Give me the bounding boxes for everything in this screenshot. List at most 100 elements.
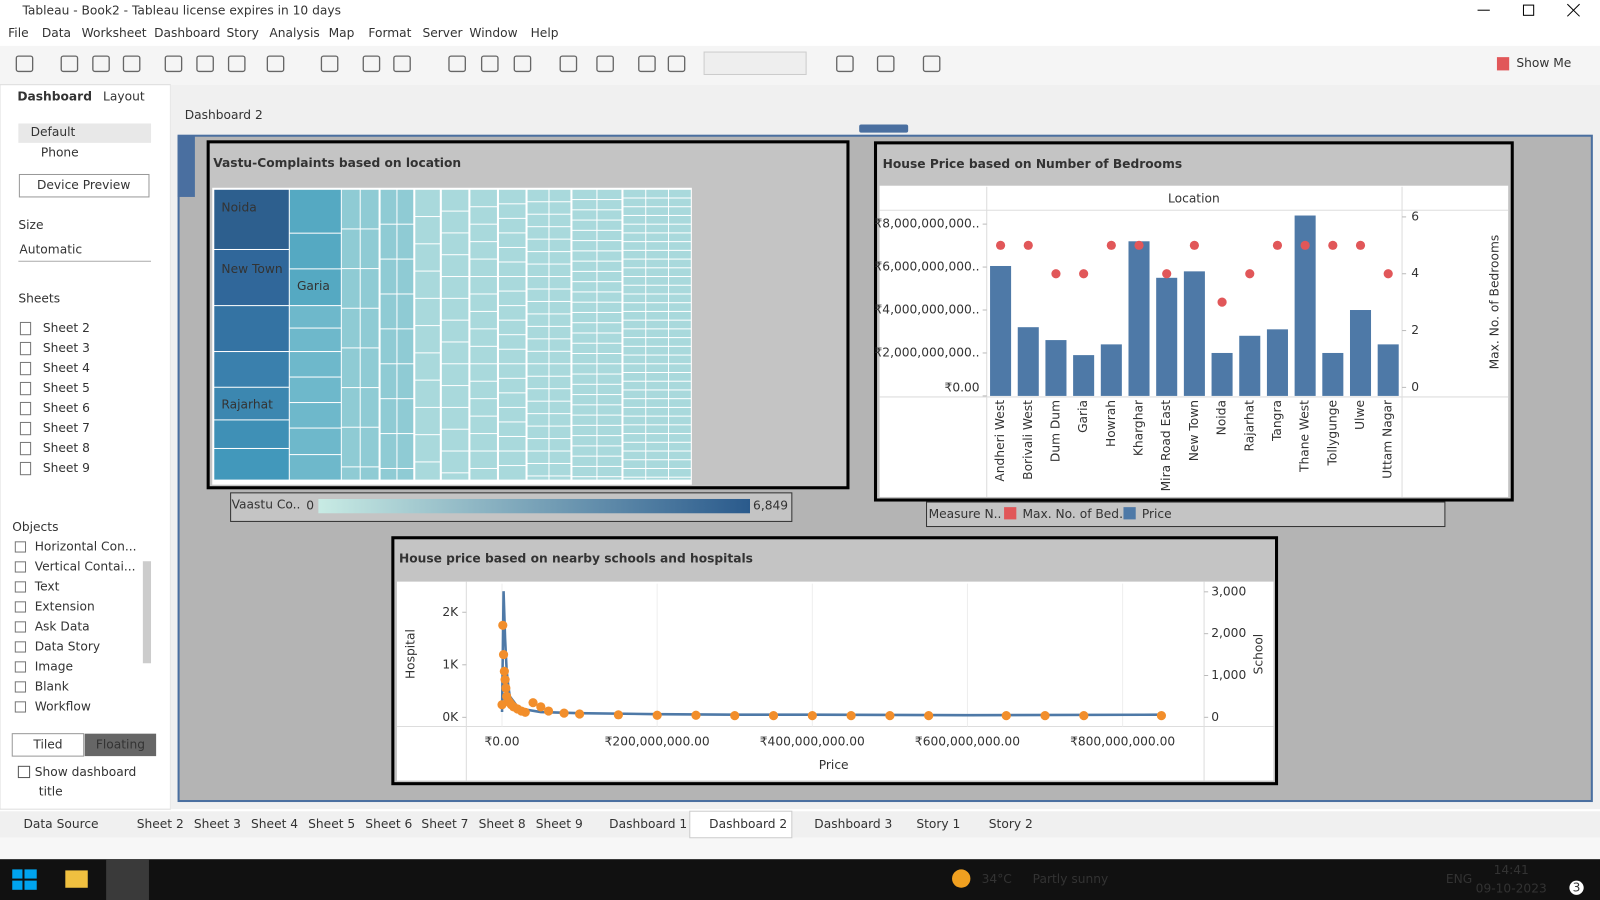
show-me-icon[interactable] [1496,57,1510,71]
x-axis-title: Location [1168,191,1220,205]
window-control[interactable] [1566,3,1580,17]
size-select[interactable]: Automatic [19,243,82,257]
treemap-cell [470,399,497,416]
checkbox-label[interactable]: Show dashboard [35,765,137,779]
object-item[interactable]: Horizontal Con... [35,539,137,553]
sheet-item[interactable]: Sheet 9 [43,461,90,475]
toolbar-button[interactable] [266,55,285,73]
menu-item[interactable]: File [8,26,28,40]
menu-item[interactable]: Format [368,26,411,40]
layout-mode[interactable]: Tiled [32,737,62,751]
menu-item[interactable]: Analysis [269,26,319,40]
toolbar-button[interactable] [92,55,110,73]
toolbar-button[interactable] [667,55,686,73]
toolbar-button[interactable] [362,55,381,73]
taskbar-app[interactable] [106,859,149,900]
sheet-item[interactable]: Sheet 6 [43,401,90,415]
object-item[interactable]: Workflow [35,699,91,713]
toolbar-button[interactable] [320,55,339,73]
object-item[interactable]: Image [35,659,73,673]
toolbar-button[interactable] [164,55,183,73]
notifications[interactable]: 3 [1573,880,1581,894]
toolbar-button[interactable] [480,55,499,73]
mode-tiled[interactable] [11,733,85,757]
device-preview-button[interactable] [18,173,150,198]
sheet-item[interactable]: Sheet 5 [43,381,90,395]
notification-badge[interactable] [1569,880,1584,895]
treemap-cell [341,348,360,388]
panel-tab[interactable]: Dashboard [17,89,92,103]
toolbar-button[interactable] [596,55,614,73]
object-item[interactable]: Vertical Contai... [35,559,136,573]
toolbar-button[interactable] [559,55,578,73]
active-tab[interactable] [689,810,793,839]
device-preview[interactable]: Device Preview [37,178,130,192]
toolbar-button[interactable] [122,55,141,73]
sheet-tab[interactable]: Dashboard 1 [609,817,687,831]
sheet-tab[interactable]: Story 2 [989,817,1033,831]
treemap-cell [669,259,691,268]
scrollbar[interactable] [142,561,152,664]
toolbar-button[interactable] [448,55,466,73]
checkbox[interactable] [17,765,31,779]
device-option[interactable]: Phone [41,146,79,160]
sheet-tab[interactable]: Data Source [23,817,98,831]
menu-item[interactable]: Help [531,26,559,40]
sheet-tab[interactable]: Sheet 8 [479,817,526,831]
toolbar-button[interactable] [922,55,941,73]
toolbar-button[interactable] [196,55,214,73]
toolbar-button[interactable] [513,55,532,73]
toolbar-button[interactable] [836,55,854,73]
sheet-tab[interactable]: Sheet 5 [308,817,355,831]
object-item[interactable]: Blank [35,679,70,693]
sheet-item[interactable]: Sheet 3 [43,341,90,355]
menu-item[interactable]: Story [227,26,259,40]
menu-item[interactable]: Map [329,26,355,40]
object-item[interactable]: Extension [35,599,95,613]
explorer-icon[interactable] [65,870,88,888]
sheet-tab[interactable]: Dashboard 2 [709,817,787,831]
show-me[interactable]: Show Me [1516,56,1571,70]
sheet-tab[interactable]: Sheet 6 [365,817,412,831]
toolbar-button[interactable] [393,55,411,73]
toolbar-button[interactable] [15,55,34,73]
menu-item[interactable]: Data [42,26,71,40]
sheet-tab[interactable]: Sheet 7 [421,817,468,831]
object-item[interactable]: Text [34,579,60,593]
panel-tab[interactable]: Layout [103,89,145,103]
layout-mode[interactable]: Floating [96,737,145,751]
sheet-tab[interactable]: Story 1 [916,817,960,831]
checkbox-label[interactable]: title [39,784,63,798]
sheet-tab[interactable]: Sheet 4 [251,817,298,831]
toolbar-button[interactable] [876,55,895,73]
x-tick-label: Tangra [1270,400,1284,442]
menu-item[interactable]: Window [469,26,517,40]
legend-title: Measure N.. [929,507,1002,521]
x-tick-label: ₹800,000,000.00 [1070,734,1175,748]
object-item[interactable]: Data Story [35,639,100,653]
object-item[interactable]: Ask Data [35,619,90,633]
menu-item[interactable]: Server [422,26,463,40]
mode-floating[interactable] [84,733,157,757]
window-control[interactable] [1522,4,1535,16]
sheet-item[interactable]: Sheet 7 [43,421,90,435]
menu-item[interactable]: Worksheet [82,26,147,40]
floating-handle[interactable] [177,135,195,197]
sheet-tab[interactable]: Sheet 2 [137,817,184,831]
sheet-tab[interactable]: Sheet 3 [194,817,241,831]
toolbar-dropdown[interactable] [703,51,807,75]
x-tick-label: Dum Dum [1048,400,1062,462]
toolbar-button[interactable] [227,55,246,73]
sheet-item[interactable]: Sheet 4 [43,361,90,375]
start-icon[interactable] [12,869,37,890]
sheet-item[interactable]: Sheet 2 [43,321,90,335]
toolbar-button[interactable] [638,55,656,73]
drag-handle[interactable] [859,124,909,133]
sheet-tab[interactable]: Dashboard 3 [814,817,892,831]
menu-item[interactable]: Dashboard [154,26,220,40]
toolbar-button[interactable] [60,55,79,73]
treemap-cell [549,314,571,326]
device-option[interactable]: Default [31,125,76,139]
sheet-tab[interactable]: Sheet 9 [536,817,583,831]
sheet-item[interactable]: Sheet 8 [43,441,90,455]
